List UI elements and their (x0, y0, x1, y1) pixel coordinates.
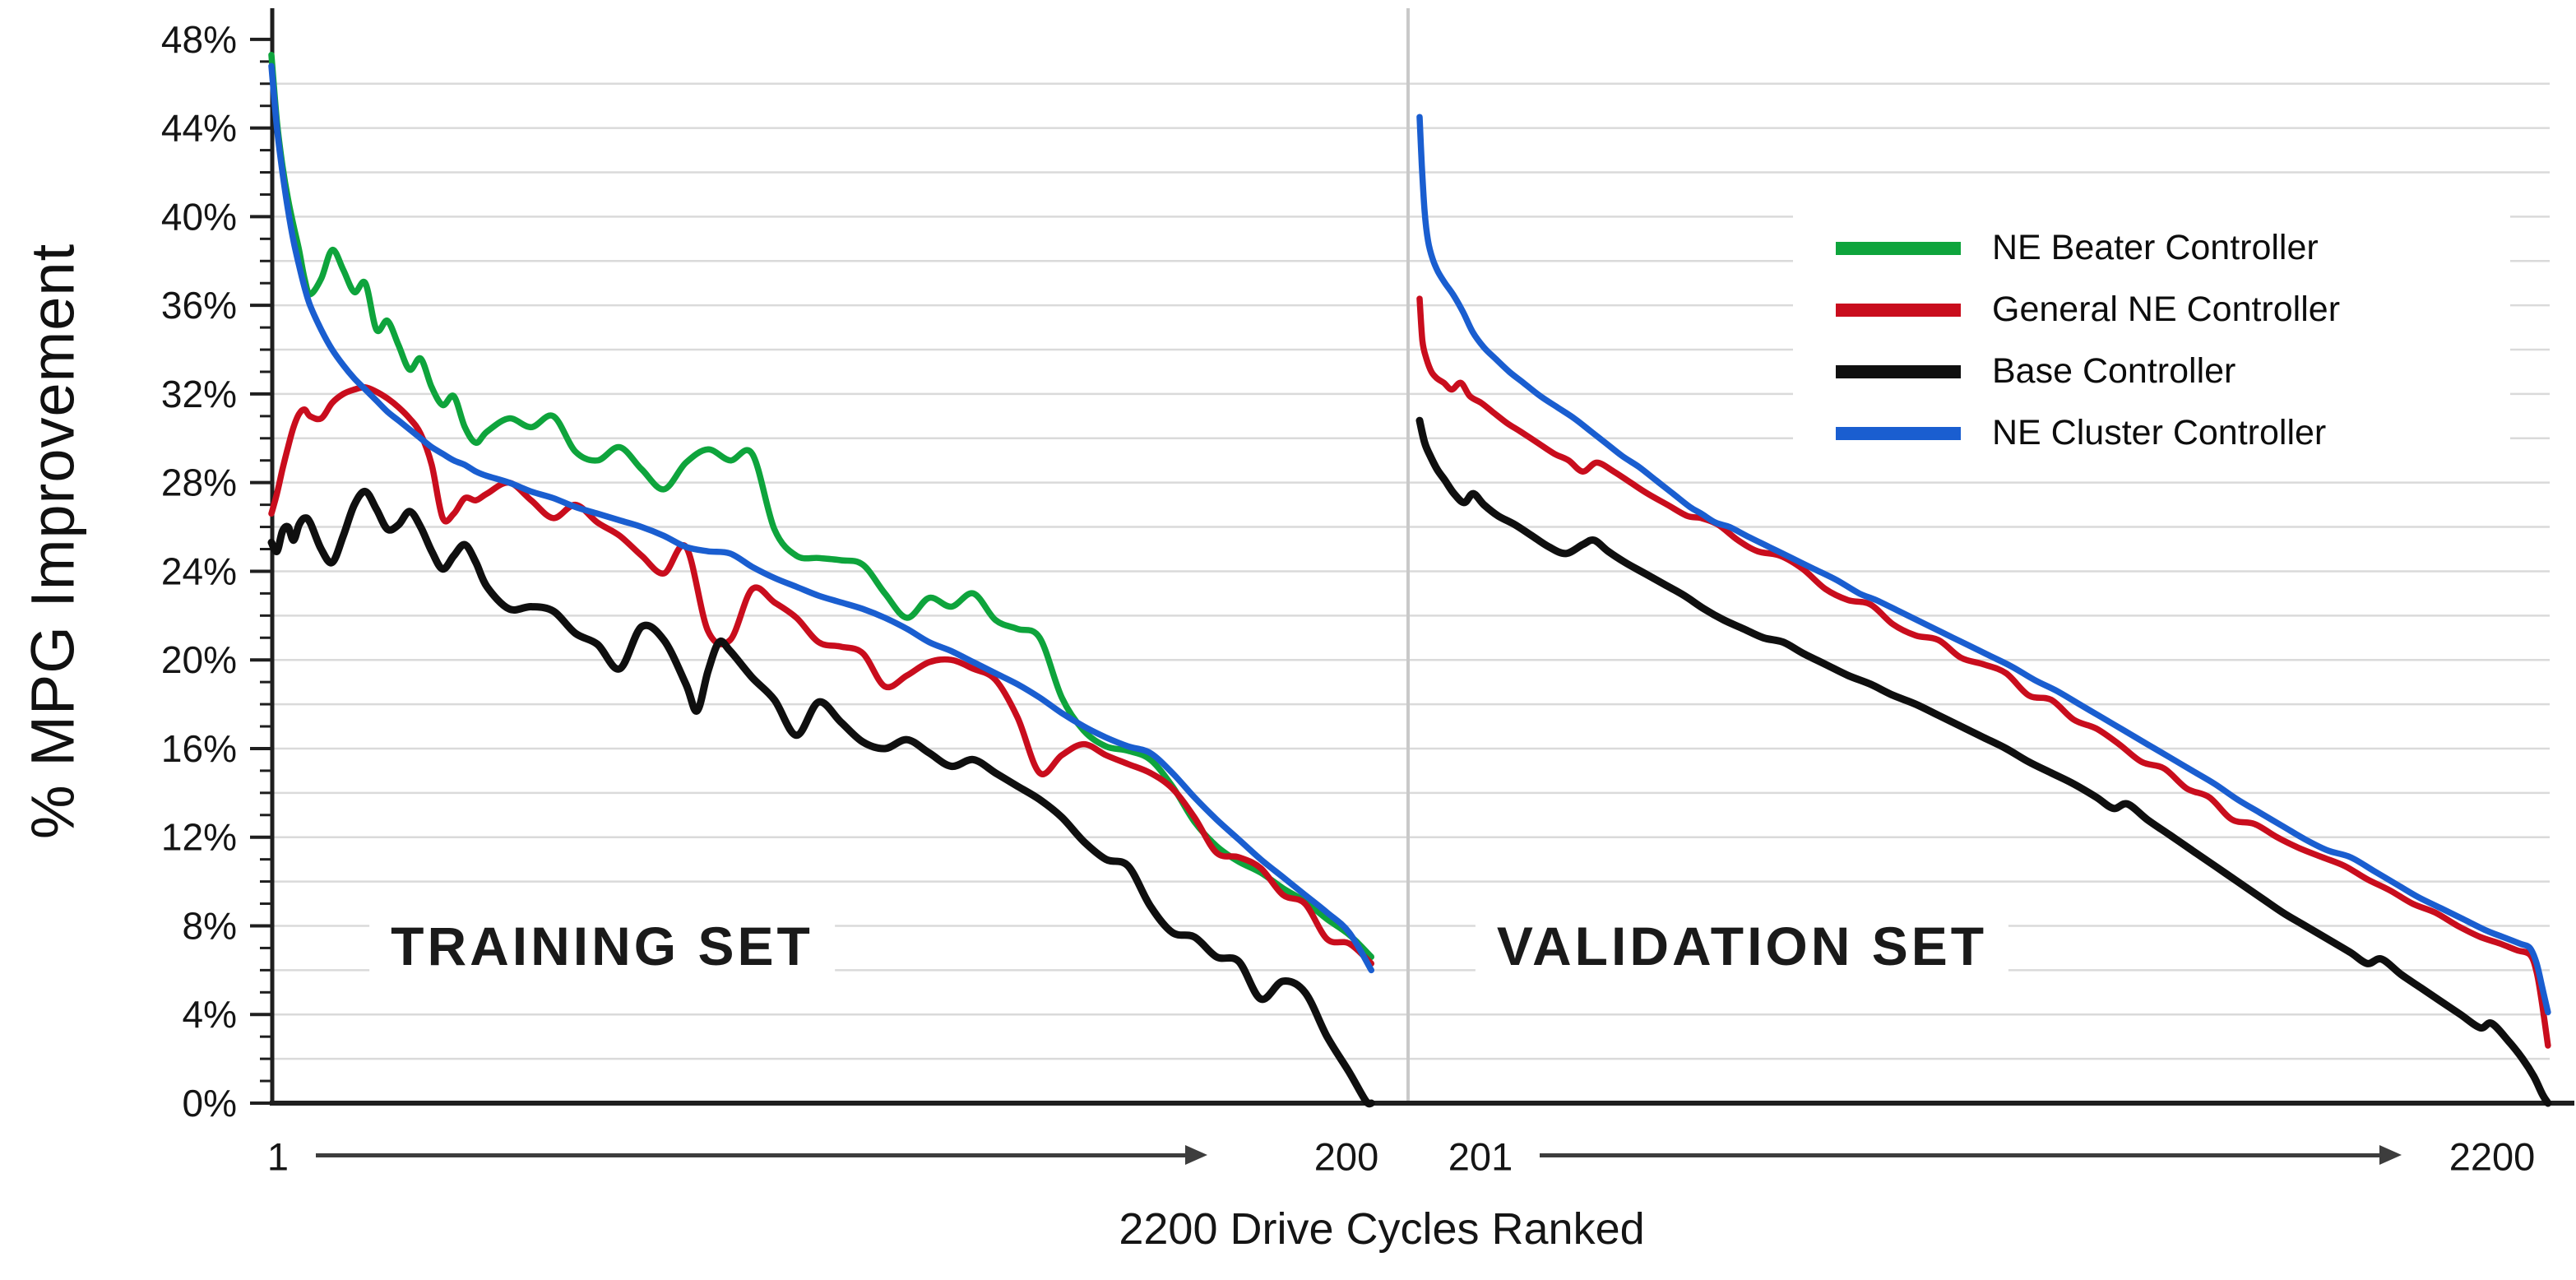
legend-item-ne-beater: NE Beater Controller (1793, 221, 2510, 276)
y-tick-label: 48% (161, 18, 237, 61)
x-annotation-rank-2200: 2200 (2449, 1134, 2536, 1179)
series-validation-ne-cluster-controller (1416, 114, 2551, 1016)
y-tick-label: 4% (183, 993, 237, 1036)
training-set-label: TRAINING SET (369, 910, 835, 982)
y-tick-label: 12% (161, 816, 237, 859)
y-tick-label: 36% (161, 284, 237, 327)
y-tick-label: 20% (161, 638, 237, 681)
x-annotation-rank-200: 200 (1313, 1134, 1379, 1179)
ne-cluster-line-swatch-icon (1836, 426, 1961, 440)
y-tick-label: 28% (161, 461, 237, 504)
series-validation-general-ne-controller (1416, 295, 2551, 1049)
validation-set-label: VALIDATION SET (1475, 910, 2009, 982)
x-axis-title: 2200 Drive Cycles Ranked (1119, 1204, 1645, 1254)
legend-label: Base Controller (1992, 351, 2236, 391)
series-training-ne-beater-controller (268, 51, 1375, 960)
y-axis-title: % MPG Improvement (18, 243, 87, 840)
x-annotation-rank-1: 1 (266, 1134, 290, 1179)
y-tick-label: 24% (161, 550, 237, 592)
training-range-arrow-icon (316, 1145, 1207, 1165)
y-tick-label: 44% (161, 107, 237, 150)
y-tick-label: 40% (161, 195, 237, 238)
y-tick-label: 0% (183, 1082, 237, 1125)
y-tick-label: 16% (161, 727, 237, 770)
legend-item-base: Base Controller (1793, 345, 2510, 399)
series-training-general-ne-controller (268, 383, 1375, 967)
legend-item-ne-cluster: NE Cluster Controller (1793, 406, 2510, 461)
ne-beater-line-swatch-icon (1836, 241, 1961, 255)
legend-item-general-ne: General NE Controller (1793, 283, 2510, 337)
legend: NE Beater Controller General NE Controll… (1793, 212, 2510, 469)
validation-range-arrow-icon (1540, 1145, 2402, 1165)
x-annotation-rank-201: 201 (1448, 1134, 1513, 1179)
general-ne-line-swatch-icon (1836, 303, 1961, 317)
y-tick-label: 32% (161, 373, 237, 415)
legend-label: NE Beater Controller (1992, 228, 2319, 267)
series-validation-base-controller (1415, 416, 2552, 1107)
legend-label: NE Cluster Controller (1992, 413, 2327, 452)
y-tick-label: 8% (183, 904, 237, 947)
base-line-swatch-icon (1836, 364, 1961, 378)
legend-label: General NE Controller (1992, 290, 2341, 329)
series-training-base-controller (267, 488, 1375, 1108)
series-training-ne-cluster-controller (268, 63, 1375, 974)
